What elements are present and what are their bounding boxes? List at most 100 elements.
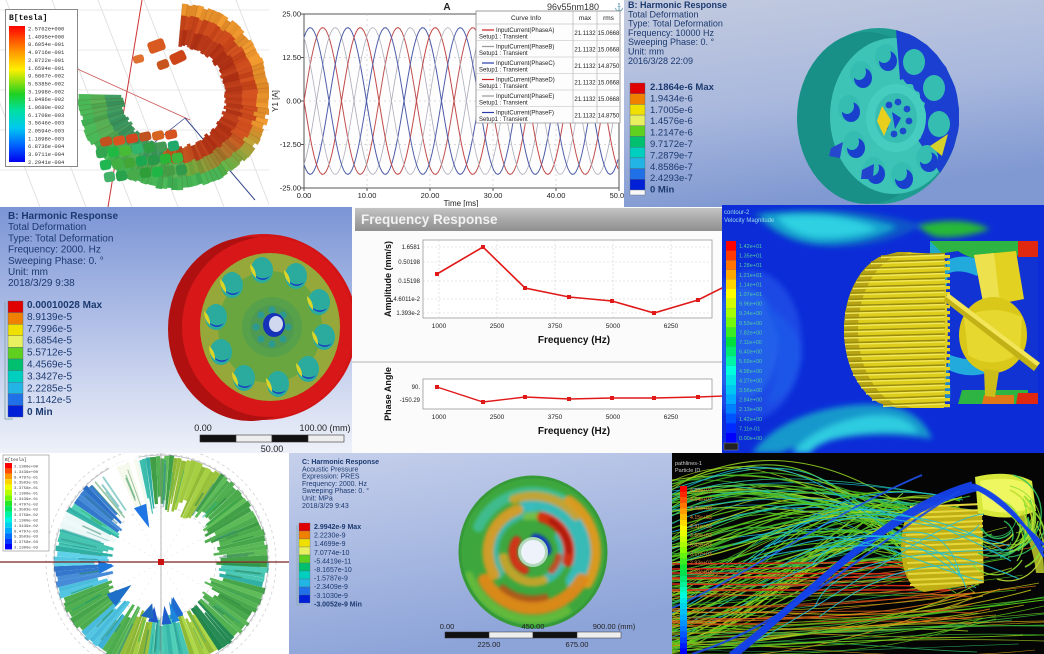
svg-text:4.6011e-2: 4.6011e-2 [393,297,420,303]
svg-text:2.1300e-01: 2.1300e-01 [14,493,39,497]
svg-text:8.9139e-5: 8.9139e-5 [27,312,72,323]
svg-text:7.0774e-10: 7.0774e-10 [314,550,350,557]
svg-text:contour-2: contour-2 [724,210,750,216]
svg-text:1.6594e-001: 1.6594e-001 [28,65,65,72]
svg-text:1.07e+01: 1.07e+01 [739,292,762,298]
svg-text:8.4797e-01: 8.4797e-01 [14,476,39,480]
svg-text:3.1998e-002: 3.1998e-002 [28,88,64,95]
svg-text:4.98e+00: 4.98e+00 [739,369,762,375]
svg-text:1.21e+01: 1.21e+01 [739,273,762,279]
svg-text:1.7005e-6: 1.7005e-6 [650,105,693,116]
svg-text:Sweeping Phase: 0. °: Sweeping Phase: 0. ° [628,37,715,47]
svg-text:2016/3/28 22:09: 2016/3/28 22:09 [628,56,693,66]
svg-text:30.00: 30.00 [484,191,503,200]
svg-text:1.35e+01: 1.35e+01 [739,254,762,260]
svg-text:4.15e+03: 4.15e+03 [690,515,712,521]
svg-text:5.5385e-002: 5.5385e-002 [28,80,64,87]
svg-text:5000: 5000 [606,323,621,330]
svg-text:1.393e-2: 1.393e-2 [396,311,420,317]
svg-text:max: max [579,15,592,22]
svg-text:7.2879e-7: 7.2879e-7 [650,150,693,161]
svg-text:21.1132: 21.1132 [574,64,596,70]
svg-text:⚓: ⚓ [614,2,624,12]
svg-text:3.3427e-5: 3.3427e-5 [27,371,72,382]
svg-text:25.00: 25.00 [282,10,301,19]
svg-text:4.8586e-7: 4.8586e-7 [650,162,693,173]
svg-text:7.7996e-5: 7.7996e-5 [27,324,72,335]
svg-text:96v55nm180: 96v55nm180 [547,2,599,12]
svg-text:0.00: 0.00 [194,423,212,433]
svg-text:4.4569e-5: 4.4569e-5 [27,360,72,371]
svg-text:1.1898e-003: 1.1898e-003 [28,135,64,142]
svg-text:0.15198: 0.15198 [398,279,420,285]
svg-text:Total Deformation: Total Deformation [8,222,86,233]
svg-text:Frequency: 10000 Hz: Frequency: 10000 Hz [628,28,715,38]
svg-text:3750: 3750 [548,414,563,421]
svg-text:675.00: 675.00 [566,640,589,649]
svg-text:Type: Total Deformation: Type: Total Deformation [628,19,723,29]
svg-text:pathlines-1: pathlines-1 [675,461,702,467]
svg-text:1.3439e-02: 1.3439e-02 [14,525,39,529]
svg-text:900.00 (mm): 900.00 (mm) [593,622,636,631]
svg-text:2.0594e-003: 2.0594e-003 [28,128,64,135]
svg-text:8.4797e-02: 8.4797e-02 [14,503,39,507]
svg-text:1000: 1000 [432,323,447,330]
svg-text:3.56e+00: 3.56e+00 [739,388,762,394]
svg-text:4.89e+03: 4.89e+03 [690,488,712,494]
svg-text:Frequency Response: Frequency Response [361,212,498,227]
svg-text:-3.0052e-9 Min: -3.0052e-9 Min [314,601,362,608]
svg-text:14.8750: 14.8750 [598,114,620,120]
svg-text:0.00: 0.00 [286,97,301,106]
svg-text:7.11e+00: 7.11e+00 [739,340,762,346]
svg-text:Unit: MPa: Unit: MPa [302,496,333,503]
svg-text:3.17e+03: 3.17e+03 [690,551,712,557]
svg-text:-1.5787e-9: -1.5787e-9 [314,576,348,583]
svg-text:9.24e+00: 9.24e+00 [739,311,762,317]
svg-text:2500: 2500 [490,323,505,330]
svg-text:3.9711e-004: 3.9711e-004 [28,151,65,158]
svg-text:InputCurrent(PhaseD): InputCurrent(PhaseD) [496,78,555,84]
svg-text:9.96e+00: 9.96e+00 [739,302,762,308]
svg-text:8.53e+00: 8.53e+00 [739,321,762,327]
svg-text:Total Deformation: Total Deformation [628,9,699,19]
svg-text:Unit: mm: Unit: mm [628,47,664,57]
svg-text:6.6854e-5: 6.6854e-5 [27,336,72,347]
svg-text:2.68e+03: 2.68e+03 [690,570,712,576]
svg-text:7.11e-01: 7.11e-01 [739,426,760,432]
svg-text:2.2941e-004: 2.2941e-004 [28,159,65,166]
svg-text:Y1 [A]: Y1 [A] [271,90,280,112]
svg-text:2018/3/29 9:43: 2018/3/29 9:43 [302,503,349,510]
svg-text:A: A [443,2,450,13]
svg-text:5.3503e-02: 5.3503e-02 [14,509,39,513]
svg-text:0 Min: 0 Min [27,407,53,418]
svg-text:5.69e+00: 5.69e+00 [739,359,762,365]
svg-text:4.40e+03: 4.40e+03 [690,506,712,512]
svg-text:Phase Angle: Phase Angle [383,367,393,421]
svg-text:0 Min: 0 Min [650,185,674,196]
svg-text:Setup1 : Transient: Setup1 : Transient [479,68,528,74]
svg-text:1.8486e-002: 1.8486e-002 [28,96,64,103]
svg-text:21.1132: 21.1132 [574,97,596,103]
svg-text:21.1132: 21.1132 [574,114,596,120]
svg-text:Setup1 : Transient: Setup1 : Transient [479,84,528,90]
svg-text:Setup1 : Transient: Setup1 : Transient [479,35,528,41]
svg-text:1.4095e+000: 1.4095e+000 [28,33,64,40]
svg-text:3.5646e-003: 3.5646e-003 [28,120,64,127]
svg-text:2.2285e-5: 2.2285e-5 [27,383,72,394]
svg-text:Amplitude (mm/s): Amplitude (mm/s) [383,241,393,317]
svg-text:2.1300e-02: 2.1300e-02 [14,520,39,524]
svg-text:-25.00: -25.00 [280,184,301,193]
svg-text:-5.4419e-11: -5.4419e-11 [314,558,351,565]
svg-text:50.00: 50.00 [261,444,284,453]
svg-text:1.2147e-6: 1.2147e-6 [650,128,693,139]
svg-text:6250: 6250 [664,414,679,421]
svg-text:1.3439e+00: 1.3439e+00 [14,471,39,475]
svg-text:Particle ID: Particle ID [675,468,700,474]
svg-text:0.00e+00: 0.00e+00 [739,436,762,442]
svg-text:1.3439e-01: 1.3439e-01 [14,498,39,502]
svg-text:Sweeping Phase: 0. °: Sweeping Phase: 0. ° [8,256,104,267]
svg-text:-2.3409e-9: -2.3409e-9 [314,584,348,591]
svg-text:450.00: 450.00 [522,622,545,631]
svg-text:Frequency: 2000. Hz: Frequency: 2000. Hz [302,481,367,488]
svg-text:2.5762e+000: 2.5762e+000 [28,26,64,33]
